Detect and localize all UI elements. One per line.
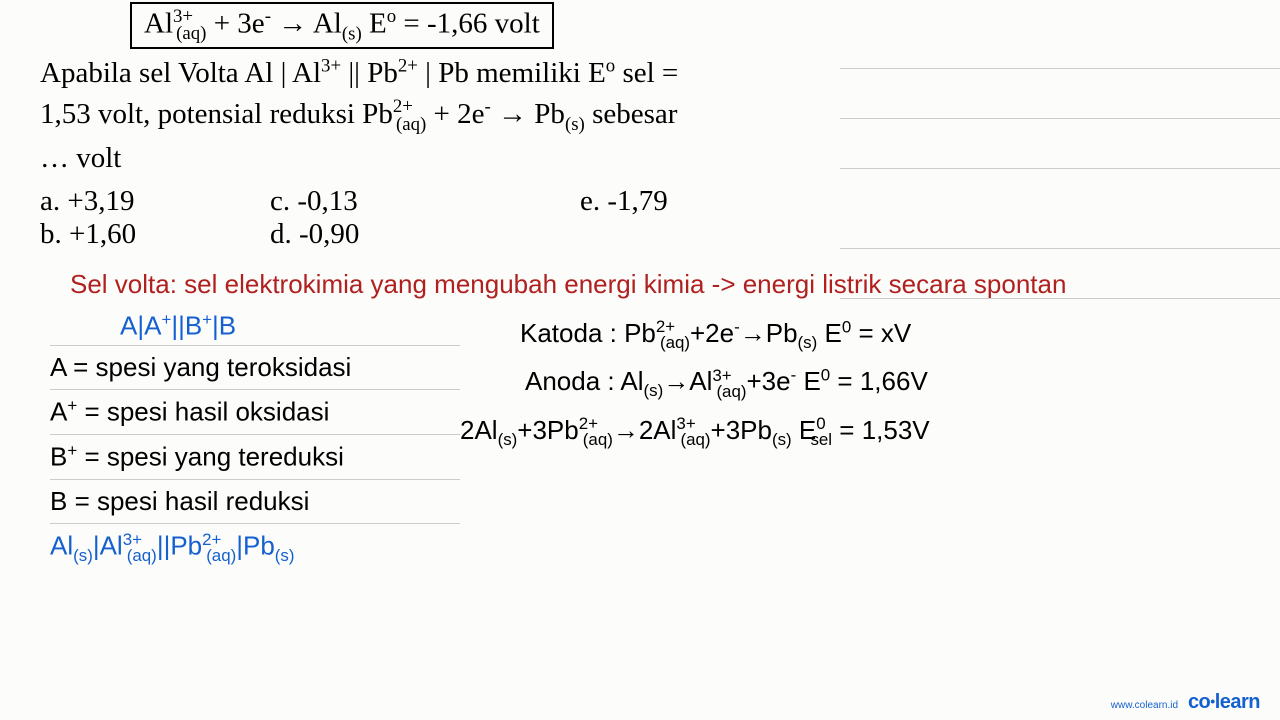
option-a: a. +3,19: [40, 185, 270, 218]
anode-equation: Anoda : Al(s)→Al3+(aq)+3e- E0 = 1,66V: [525, 358, 1240, 407]
legend-Aplus: A+ = spesi hasil oksidasi: [50, 389, 460, 434]
legend-B: B = spesi hasil reduksi: [50, 479, 460, 523]
boxed-equation: Al3+(aq) + 3e- → Al(s) Eo = -1,66 volt: [130, 2, 554, 49]
footer-url: www.colearn.id: [1111, 700, 1178, 711]
option-b: b. +1,60: [40, 218, 270, 251]
ruled-lines-right: [840, 68, 1280, 348]
option-e: e. -1,79: [580, 185, 668, 218]
legend-Bplus: B+ = spesi yang tereduksi: [50, 434, 460, 479]
cell-notation-specific: Al(s)|Al3+(aq)||Pb2+(aq)|Pb(s): [50, 523, 460, 572]
footer-brand: www.colearn.id co•learn: [1111, 691, 1260, 714]
legend-A: A = spesi yang teroksidasi: [50, 345, 460, 389]
overall-equation: 2Al(s)+3Pb2+(aq)→2Al3+(aq)+3Pb(s) E0sel …: [460, 407, 1240, 456]
option-d: d. -0,90: [270, 218, 580, 251]
option-c: c. -0,13: [270, 185, 580, 218]
cell-notation-generic: A|A+||B+|B: [120, 310, 460, 342]
